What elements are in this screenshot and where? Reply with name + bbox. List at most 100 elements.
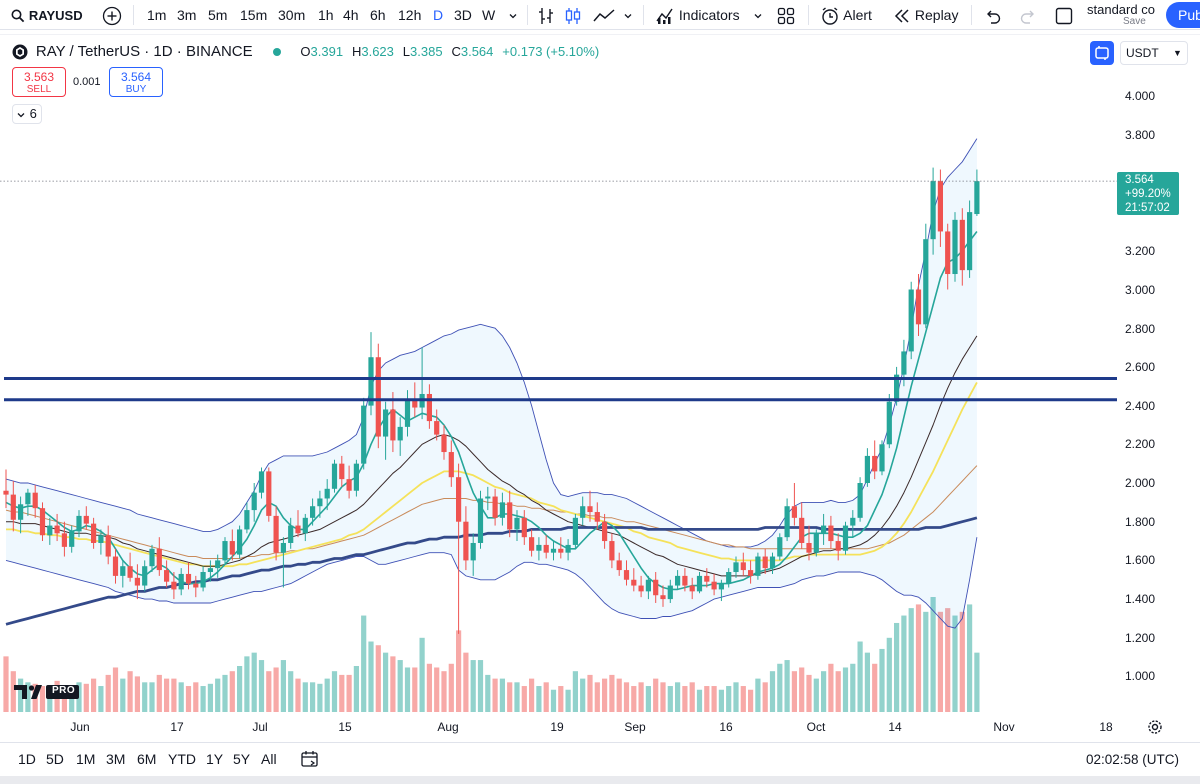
compare-symbol-button[interactable]: [102, 0, 122, 30]
indicators-dropdown[interactable]: [753, 0, 763, 30]
buy-label: BUY: [125, 84, 147, 95]
price-chart[interactable]: [0, 34, 1200, 742]
publish-button[interactable]: Pub: [1166, 2, 1200, 28]
volume-bar: [397, 660, 403, 712]
candle-body: [587, 506, 593, 513]
range-1d[interactable]: 1D: [18, 751, 36, 767]
date-label: Aug: [437, 720, 459, 734]
volume-bar: [872, 663, 878, 712]
timeframe-15m[interactable]: 15m: [240, 7, 268, 23]
volume-bar: [945, 608, 951, 712]
candle-body: [229, 541, 235, 555]
chevron-down-icon: [754, 14, 762, 19]
symbol-search[interactable]: RAYUSD: [11, 0, 83, 30]
timeframe-6h[interactable]: 6h: [370, 7, 386, 23]
candle-body: [171, 581, 177, 590]
bollinger-lower-band: [5, 537, 978, 629]
bar-style-button[interactable]: [537, 0, 555, 30]
timeframe-d[interactable]: D: [433, 7, 444, 23]
undo-button[interactable]: [984, 0, 1002, 30]
volume-bar: [536, 686, 542, 712]
pair-title[interactable]: RAY / TetherUS · 1D · BINANCE: [35, 43, 253, 61]
candle-body: [54, 525, 60, 534]
candle-body: [857, 483, 863, 518]
calendar-icon: [301, 751, 318, 767]
timeframe-3d[interactable]: 3D: [454, 7, 472, 23]
auto-scale-button[interactable]: [1090, 41, 1114, 65]
layout-save-label[interactable]: Save: [1123, 16, 1146, 27]
timeframe-1m[interactable]: 1m: [147, 7, 167, 23]
candle-body: [105, 535, 111, 557]
volume-bar: [69, 686, 75, 712]
volume-bar: [638, 682, 644, 712]
candle-body: [164, 570, 170, 582]
timeframe-3m[interactable]: 3m: [177, 7, 197, 23]
candle-body: [477, 498, 484, 543]
timeframe-1h[interactable]: 1h: [318, 7, 334, 23]
chart-area[interactable]: RAY / TetherUS · 1D · BINANCE O3.391 H3.…: [0, 34, 1200, 742]
price-label: 2.200: [1125, 437, 1156, 451]
timeframe-5m[interactable]: 5m: [208, 7, 228, 23]
range-6m[interactable]: 6M: [137, 751, 157, 767]
candle-body: [448, 452, 454, 478]
volume-bar: [280, 660, 286, 712]
support-lines[interactable]: [4, 377, 1117, 402]
timeframe-dropdown[interactable]: [508, 0, 518, 30]
date-label: Sep: [624, 720, 646, 734]
layouts-button[interactable]: [777, 0, 795, 30]
candle-body: [317, 498, 323, 507]
high-value: 3.623: [361, 44, 394, 60]
volume-bar: [76, 682, 82, 712]
volume-bar: [813, 678, 819, 712]
timeframe-12h[interactable]: 12h: [398, 7, 422, 23]
range-1y[interactable]: 1Y: [206, 751, 224, 767]
range-ytd[interactable]: YTD: [168, 751, 196, 767]
candle-body: [39, 508, 46, 536]
volume-bar: [733, 682, 739, 712]
price-label: 3.200: [1125, 244, 1156, 258]
range-1m[interactable]: 1M: [76, 751, 96, 767]
indicator-count-value: 6: [29, 106, 37, 121]
candle-body: [127, 566, 133, 578]
range-all[interactable]: All: [261, 751, 277, 767]
candle-body: [32, 492, 38, 509]
layout-checkbox[interactable]: [1055, 0, 1073, 30]
range-3m[interactable]: 3M: [106, 751, 126, 767]
alert-button[interactable]: Alert: [820, 0, 872, 30]
replay-button[interactable]: Replay: [893, 0, 958, 30]
range-5y[interactable]: 5Y: [233, 751, 251, 767]
volume-bar: [112, 667, 119, 712]
chart-settings-button[interactable]: [1146, 718, 1164, 741]
volume-bar: [587, 674, 593, 712]
volume-bar: [10, 671, 16, 712]
timeframe-30m[interactable]: 30m: [278, 7, 306, 23]
timeframe-w[interactable]: W: [482, 7, 496, 23]
toolbar-separator: [643, 5, 644, 25]
chart-type-dropdown[interactable]: [623, 0, 633, 30]
price-label: 2.600: [1125, 360, 1156, 374]
indicators-button[interactable]: Indicators: [655, 0, 740, 30]
redo-button[interactable]: [1019, 0, 1037, 30]
volume-bar: [558, 686, 564, 712]
indicators-toggle[interactable]: 6: [12, 104, 42, 124]
candle-body: [616, 560, 622, 571]
go-to-date-button[interactable]: [300, 749, 320, 772]
range-5d[interactable]: 5D: [46, 751, 64, 767]
candles-style-button[interactable]: [564, 0, 582, 30]
candle-body: [930, 181, 936, 240]
currency-select[interactable]: USDT ▼: [1120, 41, 1188, 65]
volume-bar: [850, 663, 856, 712]
volume-bar: [331, 671, 338, 712]
timeframe-4h[interactable]: 4h: [343, 7, 359, 23]
layout-name[interactable]: standard co: [1087, 2, 1155, 17]
candle-body: [441, 434, 447, 453]
utc-clock[interactable]: 02:02:58 (UTC): [1086, 752, 1180, 767]
line-style-button[interactable]: [592, 0, 616, 30]
sell-button[interactable]: 3.563 SELL: [12, 67, 66, 97]
candle-body: [383, 409, 389, 437]
candle-body: [434, 421, 440, 435]
candle-body: [339, 463, 345, 480]
line-chart-icon: [593, 9, 615, 22]
ray-logo-icon: [12, 44, 28, 60]
buy-button[interactable]: 3.564 BUY: [109, 67, 163, 97]
